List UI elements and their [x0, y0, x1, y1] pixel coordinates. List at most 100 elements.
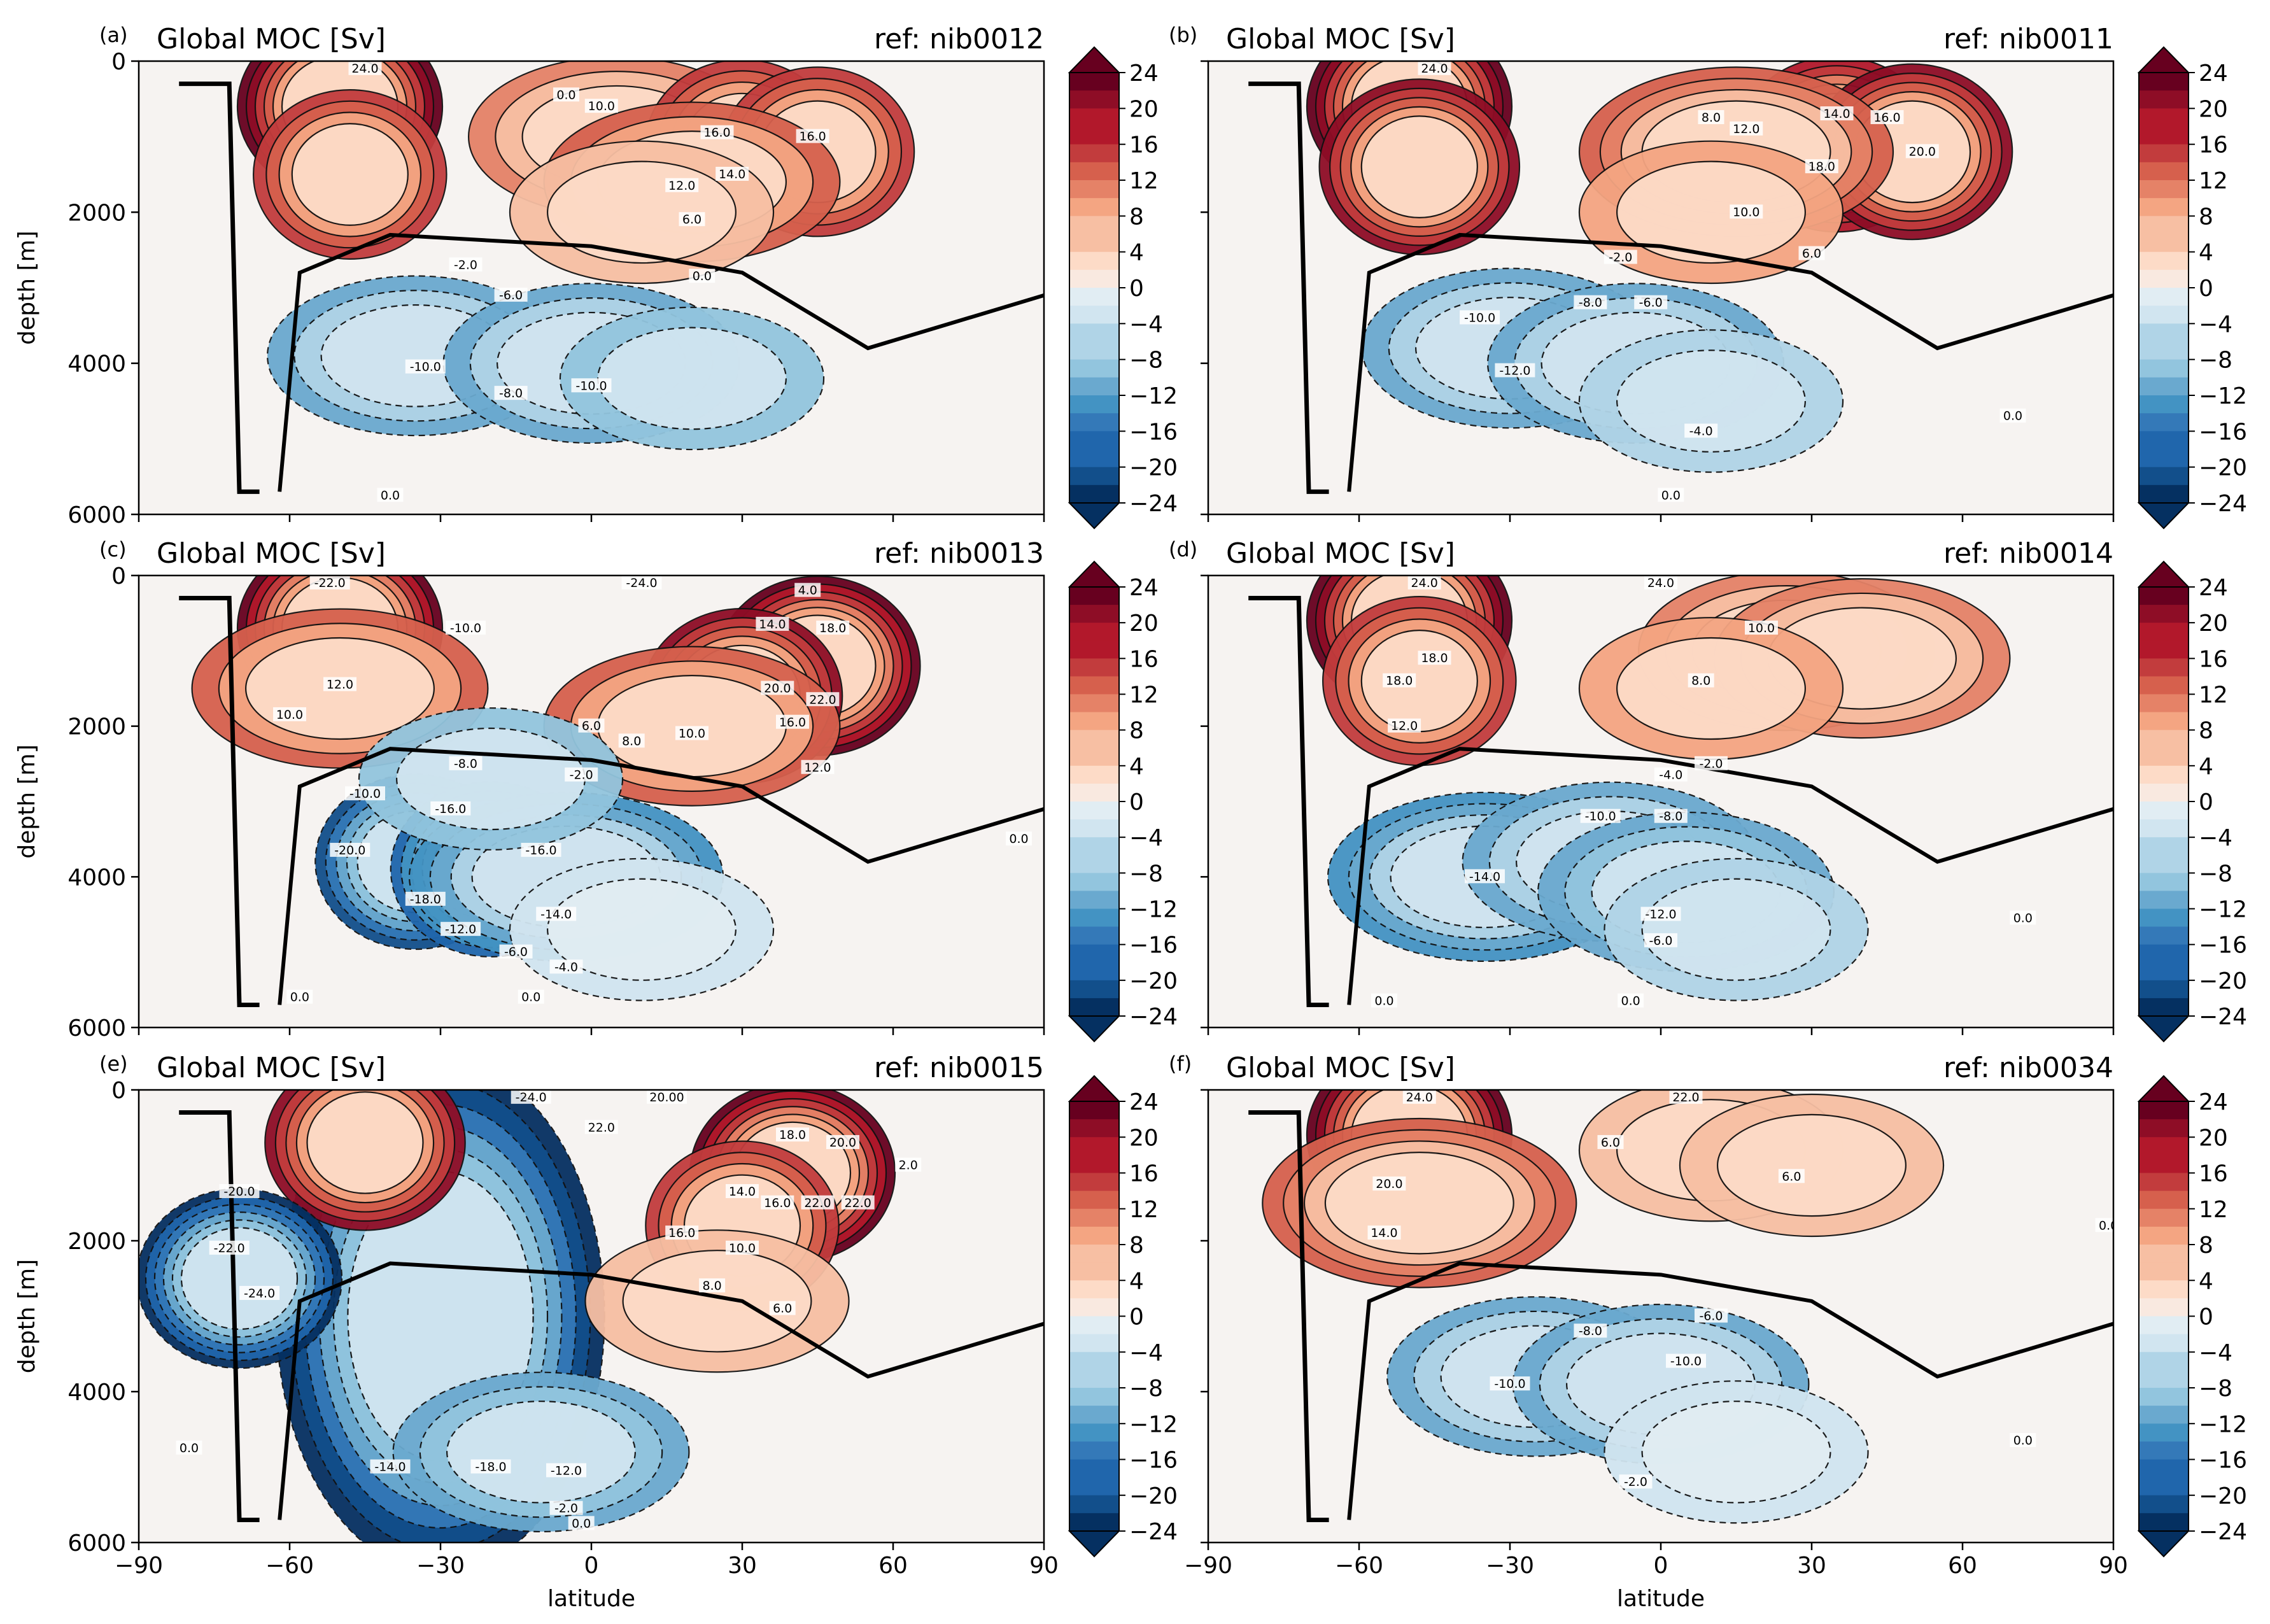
- colorbar-segment: [1069, 1208, 1119, 1227]
- contour-label: 0.0: [2003, 409, 2022, 423]
- colorbar-segment: [2139, 765, 2189, 784]
- contour-label-bg: [1495, 363, 1535, 378]
- colorbar-segment: [1069, 855, 1119, 873]
- colorbar-segment: [1069, 1495, 1119, 1514]
- contour-label-bg: [584, 1120, 618, 1134]
- contour-label: 8.0: [1691, 674, 1710, 688]
- zero-contour: [1347, 747, 2113, 1005]
- colorbar-tick-label: 16: [1129, 646, 1159, 672]
- panel-letter: (a): [99, 23, 128, 47]
- contour-label: -2.0: [1609, 251, 1632, 265]
- colorbar-extend-top: [1068, 560, 1121, 588]
- contour-label: 6.0: [1601, 1136, 1620, 1150]
- contour-label-bg: [1388, 718, 1421, 733]
- y-tick-label: 4000: [67, 865, 126, 891]
- contour-label: -18.0: [410, 893, 441, 907]
- colorbar-tick-label: 4: [1129, 240, 1144, 266]
- contour-label: 18.0: [1808, 160, 1835, 174]
- contour-label-bg: [761, 1195, 794, 1210]
- contour-label-bg: [549, 959, 583, 974]
- colorbar-segment: [1069, 1155, 1119, 1174]
- colorbar-tick-label: −8: [2199, 861, 2232, 887]
- colorbar-segment: [1069, 108, 1119, 127]
- zero-contour: [1347, 232, 2113, 492]
- contour-label-bg: [756, 616, 789, 631]
- contour-label: -10.0: [575, 379, 607, 393]
- contour-label-bg: [330, 842, 370, 857]
- panel-ref: ref: nib0011: [1943, 23, 2113, 55]
- colorbar: 24 20 16 12 8 4 0 −4 −8 −12 −16 −20 −24: [2137, 1075, 2247, 1558]
- colorbar-segment: [2139, 1441, 2189, 1460]
- colorbar-segment: [2139, 1406, 2189, 1424]
- contour-label: 22.0: [845, 1196, 871, 1210]
- contour-label: 18.0: [779, 1128, 806, 1142]
- colorbar-tick-label: 16: [2199, 1161, 2228, 1187]
- contour-label-bg: [323, 677, 356, 691]
- colorbar-segment: [1069, 783, 1119, 802]
- moc-field: -24.0 20.00 22.0 18.0 20.0 14.0 16.0 22.0 22.0 16…: [139, 1090, 1044, 1543]
- contour-label-bg: [176, 1440, 202, 1455]
- contour-label: -12.0: [1499, 364, 1530, 378]
- colorbar-segment: [1069, 1173, 1119, 1192]
- colorbar-segment: [1069, 1316, 1119, 1335]
- moc-cell: [1616, 160, 1806, 264]
- panel-ref: ref: nib0014: [1943, 537, 2113, 570]
- colorbar-segment: [2139, 323, 2189, 342]
- colorbar-segment: [1069, 198, 1119, 216]
- contour-label: 14.0: [1371, 1226, 1397, 1240]
- contour-label: 14.0: [759, 618, 786, 632]
- contour-label: 2.0: [899, 1159, 918, 1173]
- colorbar-segment: [2139, 126, 2189, 145]
- contour-label-bg: [1805, 159, 1838, 174]
- contour-label-bg: [286, 989, 313, 1004]
- x-tick-label: 60: [1948, 1553, 1977, 1579]
- contour-label-bg: [446, 620, 486, 635]
- contour-label: -6.0: [499, 288, 523, 302]
- contour-label-bg: [1999, 408, 2026, 423]
- contour-label-bg: [1372, 1176, 1406, 1191]
- colorbar-tick-label: −20: [1129, 1483, 1178, 1509]
- colorbar-segment: [2139, 269, 2189, 288]
- contour-label-bg: [571, 378, 612, 393]
- contour-label-bg: [1006, 831, 1032, 846]
- contour-label: 10.0: [276, 708, 303, 722]
- contour-label: 0.0: [290, 991, 309, 1005]
- contour-label: 0.0: [2099, 1218, 2118, 1232]
- contour-label-bg: [816, 620, 850, 635]
- contour-label: -20.0: [223, 1185, 255, 1199]
- colorbar-tick-label: 16: [2199, 646, 2228, 672]
- contour-label-bg: [1778, 1169, 1805, 1183]
- y-tick-label: 0: [111, 563, 126, 590]
- colorbar-segment: [1069, 998, 1119, 1017]
- colorbar-segment: [1069, 1190, 1119, 1210]
- colorbar-tick-label: 4: [2199, 240, 2213, 266]
- colorbar-segment: [2139, 413, 2189, 432]
- colorbar-segment: [1069, 1388, 1119, 1406]
- zero-contour: [278, 1261, 1044, 1520]
- colorbar-segment: [1069, 1137, 1119, 1155]
- colorbar-tick-label: −8: [1129, 348, 1163, 374]
- contour-label-bg: [1684, 423, 1718, 438]
- zero-contour: [278, 747, 1044, 1005]
- contour-label: -12.0: [1645, 908, 1676, 922]
- panel-letter: (e): [99, 1052, 128, 1076]
- colorbar-segment: [2139, 730, 2189, 749]
- colorbar-segment: [2139, 359, 2189, 378]
- panel-e: -24.0 20.00 22.0 18.0 20.0 14.0 16.0 22.0 22.0 16…: [14, 1052, 1178, 1612]
- colorbar-segment: [1069, 395, 1119, 414]
- colorbar-segment: [2139, 108, 2189, 127]
- colorbar-tick-label: 24: [2199, 60, 2228, 87]
- contour-label: -20.0: [334, 844, 365, 858]
- contour-label-bg: [494, 287, 528, 302]
- contour-label: 6.0: [682, 213, 701, 227]
- x-tick-label: 0: [1654, 1553, 1668, 1579]
- contour-label: 20.0: [764, 682, 791, 696]
- contour-label: -14.0: [374, 1460, 405, 1474]
- moc-cell: [547, 160, 737, 264]
- zero-contour: [278, 232, 1044, 492]
- colorbar-segment: [2139, 962, 2189, 981]
- colorbar-tick-label: −4: [2199, 311, 2232, 337]
- colorbar-segment: [2139, 1245, 2189, 1263]
- contour-label-bg: [470, 1459, 511, 1474]
- colorbar-tick-label: 24: [1129, 1089, 1159, 1115]
